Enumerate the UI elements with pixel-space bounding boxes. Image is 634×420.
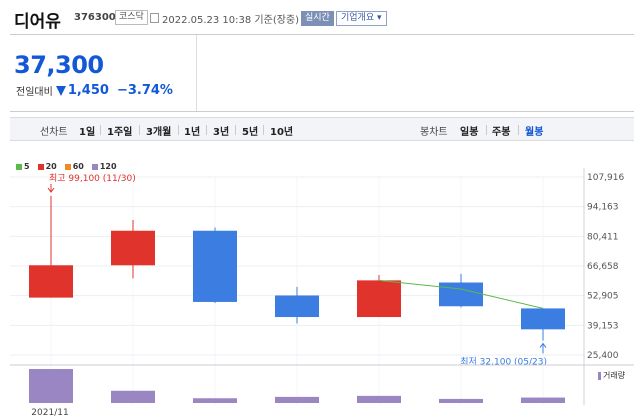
low-arrow-head [539, 342, 547, 348]
separator [235, 125, 236, 135]
datetime: 2022.05.23 10:38 기준(장중) [150, 10, 299, 26]
volume-bar [275, 396, 319, 403]
period-10y[interactable]: 10년 [270, 127, 294, 138]
volume-bar [521, 397, 565, 403]
volume-bar [111, 390, 155, 403]
high-arrow-head [47, 187, 55, 193]
change-label: 전일대비 [16, 87, 53, 98]
legend-ma5: 5 [16, 162, 30, 171]
candle-body [111, 230, 155, 266]
legend-ma60: 60 [64, 162, 84, 171]
x-tick-label: 2021/11 [31, 408, 68, 418]
stock-code: 376300 [74, 12, 116, 23]
legend-ma120: 120 [91, 162, 117, 171]
volume-bar [193, 398, 237, 403]
change-percent: −3.74% [116, 83, 173, 98]
volume-bar [439, 398, 483, 403]
stock-name: 디어유 [14, 12, 61, 32]
separator [178, 125, 179, 135]
candle-weekly[interactable]: 주봉 [492, 127, 511, 138]
corp-info-button[interactable]: 기업개요 ▾ [336, 11, 387, 26]
price-summary: 37,300 전일대비 1,450 −3.74% [10, 35, 197, 111]
period-1y[interactable]: 1년 [184, 127, 201, 138]
candle-body [439, 282, 483, 307]
separator [486, 125, 487, 135]
price-panel: 37,300 전일대비 1,450 −3.74% [10, 34, 634, 112]
separator [139, 125, 140, 135]
high-annotation: 최고 99,100 (11/30) [49, 173, 136, 184]
candle-body [29, 265, 73, 298]
change-amount: 1,450 [67, 83, 109, 98]
period-3m[interactable]: 3개월 [146, 127, 172, 138]
volume-legend-label: 거래량 [603, 371, 626, 380]
y-tick-label: 107,916 [587, 173, 624, 183]
down-triangle-icon [55, 85, 66, 96]
period-3y[interactable]: 3년 [213, 127, 230, 138]
document-icon [150, 13, 159, 23]
legend-ma20: 20 [37, 162, 57, 171]
price-change: 전일대비 1,450 −3.74% [16, 83, 173, 98]
stock-header: 디어유 376300 코스닥 2022.05.23 10:38 기준(장중) 실… [0, 0, 634, 34]
low-annotation: 최저 32,100 (05/23) [460, 357, 547, 368]
current-price: 37,300 [14, 51, 104, 79]
volume-bar [29, 369, 73, 403]
separator [100, 125, 101, 135]
y-tick-label: 94,163 [587, 203, 619, 213]
separator [518, 125, 519, 135]
y-tick-label: 52,905 [587, 292, 619, 302]
candle-chart-label: 봉차트 [420, 127, 448, 138]
volume-bar [357, 395, 401, 403]
period-1d[interactable]: 1일 [79, 127, 96, 138]
chart-canvas: 107,916 94,163 80,411 66,658 52,905 39,153 25,… [10, 168, 634, 418]
y-tick-label: 39,153 [587, 321, 619, 331]
candle-body [275, 295, 319, 318]
candle-body [521, 308, 565, 330]
ma5-line [378, 279, 544, 309]
realtime-button[interactable]: 실시간 [301, 11, 334, 26]
candle-body [193, 230, 237, 302]
candle-body [357, 280, 401, 318]
y-tick-label: 80,411 [587, 232, 619, 242]
market-badge: 코스닥 [115, 10, 148, 25]
datetime-text: 2022.05.23 10:38 기준(장중) [162, 14, 300, 26]
candle-daily[interactable]: 일봉 [460, 127, 479, 138]
separator [206, 125, 207, 135]
period-5y[interactable]: 5년 [242, 127, 259, 138]
period-toolbar: 선차트 1일 1주일 3개월 1년 3년 5년 10년 봉차트 일봉 주봉 월봉 [10, 117, 634, 141]
candle-monthly[interactable]: 월봉 [525, 127, 544, 138]
candlestick-chart: 5 20 60 120 107,916 94,163 80,411 66,658 52,… [0, 150, 634, 420]
volume-legend: 거래량 [598, 370, 625, 381]
y-tick-label: 25,400 [587, 351, 619, 361]
period-1w[interactable]: 1주일 [107, 127, 133, 138]
separator [263, 125, 264, 135]
y-tick-label: 66,658 [587, 262, 619, 272]
line-chart-label: 선차트 [40, 127, 68, 138]
ma-legend: 5 20 60 120 [16, 162, 117, 171]
